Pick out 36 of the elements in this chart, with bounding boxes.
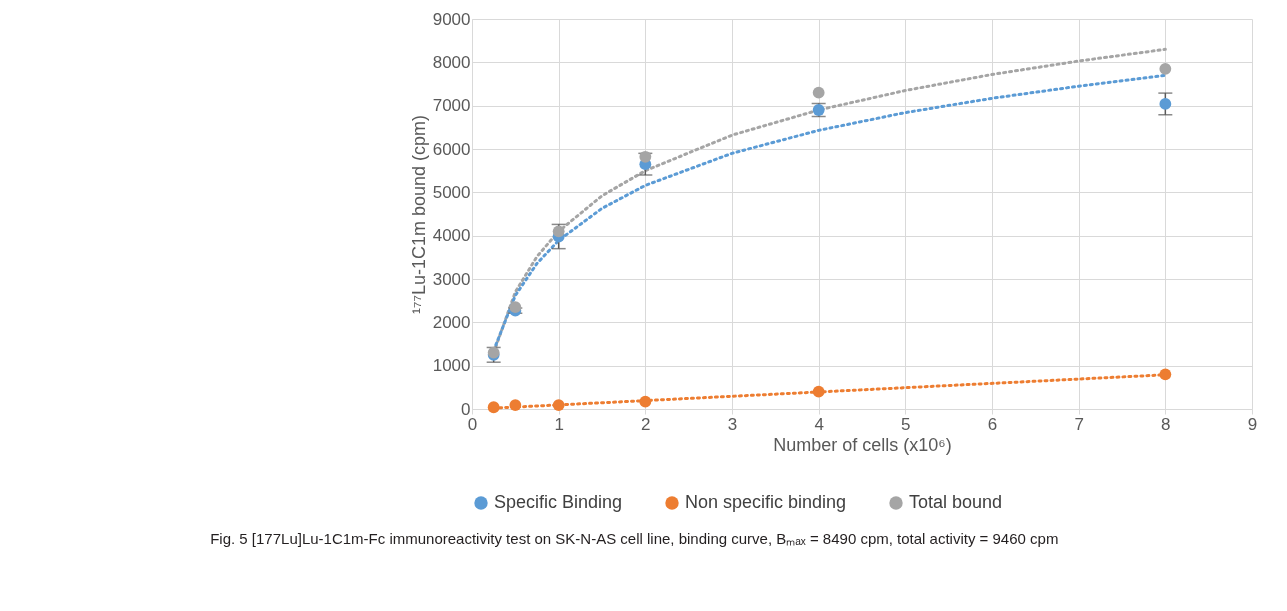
y-tick-label: 6000 — [432, 139, 471, 159]
y-tick-label: 1000 — [432, 356, 471, 376]
legend-label: Specific Binding — [494, 492, 623, 512]
x-tick-label: 4 — [814, 414, 824, 434]
x-axis-title: Number of cells (x10⁶) — [773, 434, 952, 455]
point — [552, 399, 565, 411]
point — [812, 385, 825, 398]
y-tick-label: 0 — [461, 399, 471, 419]
point — [1159, 98, 1172, 110]
point — [487, 401, 500, 414]
point — [812, 86, 825, 99]
x-tick-label: 5 — [901, 414, 911, 434]
y-tick-label: 8000 — [432, 52, 471, 72]
point — [1159, 62, 1172, 75]
point — [1159, 368, 1172, 381]
y-tick-label: 2000 — [432, 312, 471, 332]
legend-label: Non specific binding — [685, 492, 847, 512]
x-tick-label: 6 — [987, 414, 998, 434]
y-tick-label: 3000 — [432, 269, 471, 289]
point — [639, 150, 652, 163]
point — [639, 395, 652, 408]
y-tick-label: 5000 — [432, 182, 471, 202]
caption: Fig. 5 [177Lu]Lu-1C1m-Fc immunoreactivity test on SK-N-AS cell line, binding curve, Bₘₐₓ = 8490 cpm, total activity = 9460 cpm — [210, 530, 1059, 547]
point — [552, 225, 565, 238]
x-tick-label: 3 — [727, 414, 738, 434]
y-tick-label: 4000 — [432, 226, 471, 246]
x-tick-label: 1 — [554, 414, 564, 434]
y-axis-title: ¹⁷⁷Lu-1C1m bound (cpm) — [408, 114, 429, 315]
x-tick-label: 2 — [641, 414, 651, 434]
point — [509, 399, 522, 411]
x-tick-label: 9 — [1247, 414, 1258, 434]
x-tick-label: 7 — [1074, 414, 1084, 434]
x-tick-label: 8 — [1161, 414, 1171, 434]
y-tick-label: 9000 — [432, 9, 471, 29]
y-tick-label: 7000 — [432, 96, 471, 116]
legend-label: Total bound — [909, 492, 1003, 512]
